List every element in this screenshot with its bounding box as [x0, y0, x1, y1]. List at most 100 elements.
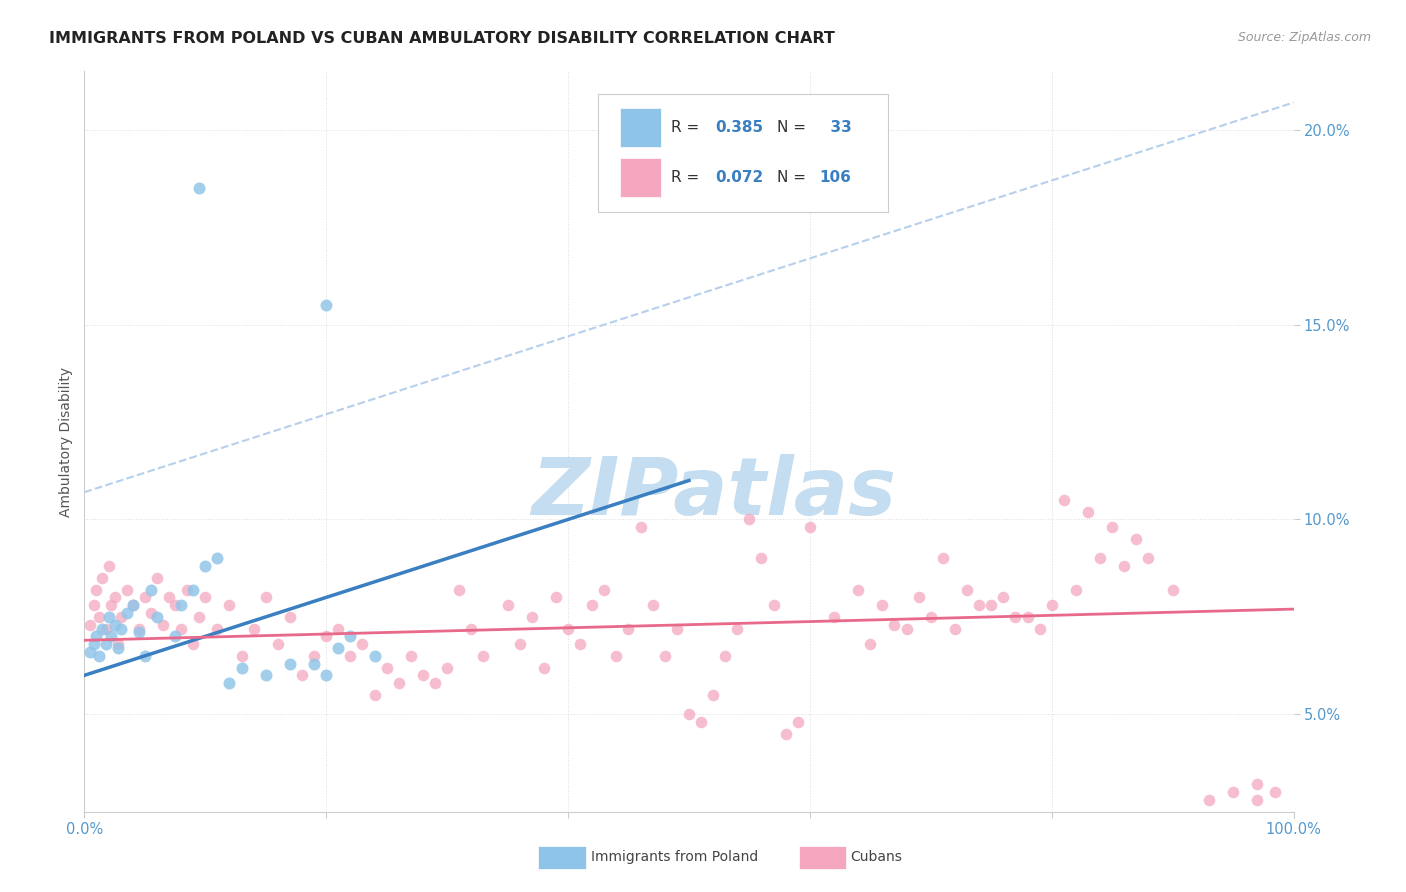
Point — [218, 676, 240, 690]
Point — [104, 617, 127, 632]
Point — [267, 637, 290, 651]
Point — [654, 648, 676, 663]
Point — [328, 641, 350, 656]
Point — [207, 622, 229, 636]
Point — [315, 298, 337, 312]
Text: R =: R = — [671, 120, 704, 135]
Text: IMMIGRANTS FROM POLAND VS CUBAN AMBULATORY DISABILITY CORRELATION CHART: IMMIGRANTS FROM POLAND VS CUBAN AMBULATO… — [49, 31, 835, 46]
Point — [79, 645, 101, 659]
Y-axis label: Ambulatory Disability: Ambulatory Disability — [59, 367, 73, 516]
Text: 0.385: 0.385 — [716, 120, 763, 135]
Point — [302, 648, 325, 663]
Point — [339, 629, 361, 643]
Point — [630, 520, 652, 534]
Point — [207, 551, 229, 566]
Point — [993, 591, 1015, 605]
Point — [100, 629, 122, 643]
Point — [302, 657, 325, 671]
Point — [91, 571, 114, 585]
Point — [165, 629, 187, 643]
Text: ZIPatlas: ZIPatlas — [530, 454, 896, 533]
Point — [533, 660, 555, 674]
Point — [254, 668, 277, 682]
Text: R =: R = — [671, 169, 704, 185]
Point — [1101, 520, 1123, 534]
Point — [121, 598, 143, 612]
Point — [194, 591, 217, 605]
Point — [188, 181, 211, 195]
Point — [605, 648, 627, 663]
Point — [218, 598, 240, 612]
Point — [110, 610, 132, 624]
Point — [181, 637, 204, 651]
Point — [1125, 532, 1147, 546]
Text: 106: 106 — [820, 169, 852, 185]
Point — [1028, 622, 1050, 636]
Point — [97, 610, 120, 624]
Point — [690, 715, 713, 730]
Point — [83, 637, 105, 651]
Point — [139, 606, 162, 620]
Point — [544, 591, 567, 605]
Point — [1222, 785, 1244, 799]
Point — [896, 622, 918, 636]
Point — [557, 622, 579, 636]
Point — [157, 591, 180, 605]
Point — [569, 637, 592, 651]
FancyBboxPatch shape — [599, 94, 889, 212]
Point — [520, 610, 543, 624]
Point — [181, 582, 204, 597]
Point — [86, 582, 108, 597]
Point — [1053, 493, 1076, 508]
Point — [617, 622, 640, 636]
Point — [170, 622, 193, 636]
Point — [907, 591, 929, 605]
Point — [725, 622, 748, 636]
Point — [1137, 551, 1160, 566]
Point — [134, 648, 156, 663]
Point — [315, 629, 337, 643]
Point — [128, 625, 150, 640]
Point — [920, 610, 942, 624]
Point — [714, 648, 737, 663]
Point — [278, 610, 301, 624]
Point — [932, 551, 955, 566]
Point — [231, 660, 253, 674]
Point — [581, 598, 603, 612]
Point — [388, 676, 411, 690]
Point — [104, 591, 127, 605]
Point — [83, 598, 105, 612]
Point — [328, 622, 350, 636]
Point — [472, 648, 495, 663]
Text: N =: N = — [778, 120, 806, 135]
Point — [956, 582, 979, 597]
Point — [496, 598, 519, 612]
Point — [146, 610, 169, 624]
Point — [1114, 559, 1136, 574]
Point — [87, 610, 110, 624]
Point — [94, 622, 117, 636]
Point — [702, 688, 724, 702]
Point — [859, 637, 882, 651]
Point — [980, 598, 1002, 612]
Point — [1077, 505, 1099, 519]
Point — [134, 591, 156, 605]
Point — [641, 598, 664, 612]
Point — [152, 617, 174, 632]
Point — [79, 617, 101, 632]
Point — [412, 668, 434, 682]
Point — [799, 520, 821, 534]
Point — [775, 727, 797, 741]
Point — [1004, 610, 1026, 624]
FancyBboxPatch shape — [620, 109, 661, 147]
Point — [846, 582, 869, 597]
Point — [339, 648, 361, 663]
Text: 0.072: 0.072 — [716, 169, 763, 185]
Point — [194, 559, 217, 574]
Point — [509, 637, 531, 651]
Point — [242, 622, 264, 636]
Point — [593, 582, 616, 597]
Text: N =: N = — [778, 169, 806, 185]
Point — [375, 660, 398, 674]
Point — [291, 668, 314, 682]
